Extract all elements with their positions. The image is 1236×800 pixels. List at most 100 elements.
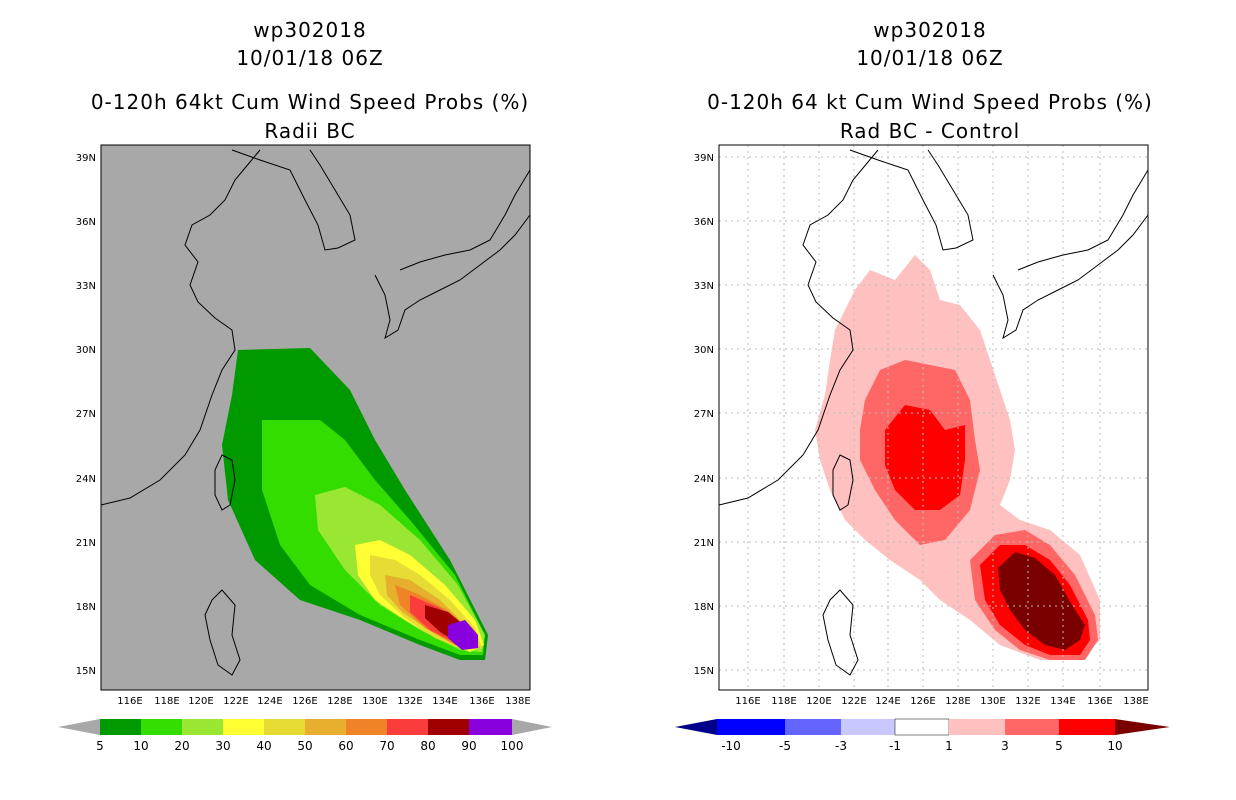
right-colorbar-swatch [785,719,841,735]
lon-label: 120E [188,696,213,707]
left-colorbar [58,719,552,735]
lon-label: 138E [1123,696,1148,707]
lon-label: 138E [505,696,530,707]
right-colorbar-swatch [1059,719,1115,735]
colorbar-label: 3 [1001,739,1009,753]
right-subtitle: Rad BC - Control [839,119,1021,143]
lat-label: 27N [76,409,96,420]
lon-label: 116E [117,696,142,707]
left-colorbar-swatch [223,719,264,735]
lat-label: 36N [694,217,714,228]
left-colorbar-upper-arrow [512,719,552,735]
lat-label: 27N [694,409,714,420]
right-grid [719,145,1148,690]
right-colorbar-swatch [717,719,785,735]
lon-label: 124E [875,696,900,707]
lat-label: 36N [76,217,96,228]
lat-label: 33N [76,281,96,292]
left-title: 0-120h 64kt Cum Wind Speed Probs (%) [90,90,530,114]
contour-90 [448,620,478,650]
left-colorbar-swatch [428,719,469,735]
right-lon-labels: 116E 118E 120E 122E 124E 126E 128E 130E … [735,696,1148,707]
right-colorbar-swatch [1005,719,1059,735]
right-colorbar-upper-arrow [1115,719,1170,735]
colorbar-label: -10 [721,739,741,753]
lat-label: 18N [76,602,96,613]
colorbar-label: -5 [779,739,791,753]
lat-label: 24N [694,474,714,485]
lon-label: 122E [841,696,866,707]
lon-label: 130E [980,696,1005,707]
colorbar-label: 40 [256,739,271,753]
right-colorbar-swatch [894,718,950,736]
colorbar-label: 10 [1107,739,1122,753]
lat-label: 39N [76,153,96,164]
colorbar-label: -1 [889,739,901,753]
lat-label: 24N [76,474,96,485]
left-coastlines [100,149,531,676]
lon-label: 136E [469,696,494,707]
right-lat-labels: 39N 36N 33N 30N 27N 24N 21N 18N 15N [694,153,714,677]
colorbar-label: 80 [420,739,435,753]
right-storm-id: wp302018 [873,18,987,42]
colorbar-label: 20 [174,739,189,753]
colorbar-label: -3 [835,739,847,753]
lon-label: 130E [362,696,387,707]
left-probability-contours [222,348,488,660]
lat-label: 21N [76,538,96,549]
left-colorbar-swatch [100,719,141,735]
right-datetime: 10/01/18 06Z [856,46,1004,70]
lon-label: 118E [771,696,796,707]
right-colorbar-lower-arrow [675,719,717,735]
lon-label: 116E [735,696,760,707]
left-colorbar-swatch [182,719,223,735]
colorbar-label: 50 [297,739,312,753]
right-title: 0-120h 64 kt Cum Wind Speed Probs (%) [707,90,1153,114]
lon-label: 132E [1015,696,1040,707]
colorbar-label: 90 [461,739,476,753]
colorbar-label: 100 [501,739,524,753]
left-colorbar-swatch [469,719,512,735]
lat-label: 15N [694,666,714,677]
lon-label: 120E [806,696,831,707]
lon-label: 134E [432,696,457,707]
lat-label: 30N [76,345,96,356]
lon-label: 132E [397,696,422,707]
right-coastlines [718,149,1149,676]
lon-label: 136E [1087,696,1112,707]
colorbar-label: 1 [945,739,953,753]
lat-label: 39N [694,153,714,164]
lon-label: 128E [327,696,352,707]
lon-label: 124E [257,696,282,707]
left-colorbar-labels: 5 10 20 30 40 50 60 70 80 90 100 [96,739,523,753]
lat-label: 30N [694,345,714,356]
left-colorbar-swatch [264,719,305,735]
right-colorbar-labels: -10 -5 -3 -1 1 3 5 10 [721,739,1122,753]
lat-label: 18N [694,602,714,613]
lon-label: 126E [910,696,935,707]
lon-label: 126E [292,696,317,707]
left-subtitle: Radii BC [264,119,356,143]
lat-label: 33N [694,281,714,292]
right-colorbar [675,718,1170,736]
colorbar-label: 5 [1055,739,1063,753]
diff-5-north [885,405,965,510]
right-colorbar-swatch [949,719,1005,735]
left-colorbar-swatch [346,719,387,735]
right-map-frame [718,144,1149,691]
left-storm-id: wp302018 [253,18,367,42]
colorbar-label: 10 [133,739,148,753]
left-colorbar-swatch [305,719,346,735]
lat-label: 21N [694,538,714,549]
colorbar-label: 70 [379,739,394,753]
left-colorbar-lower-arrow [58,719,100,735]
left-map-frame [100,144,531,691]
right-colorbar-swatch [841,719,895,735]
right-map: 39N 36N 33N 30N 27N 24N 21N 18N 15N 116E… [675,144,1170,753]
left-lon-labels: 116E 118E 120E 122E 124E 126E 128E 130E … [117,696,530,707]
left-map: 39N 36N 33N 30N 27N 24N 21N 18N 15N 116E… [58,144,552,753]
colorbar-label: 30 [215,739,230,753]
colorbar-label: 5 [96,739,104,753]
colorbar-label: 60 [338,739,353,753]
left-colorbar-swatch [141,719,182,735]
